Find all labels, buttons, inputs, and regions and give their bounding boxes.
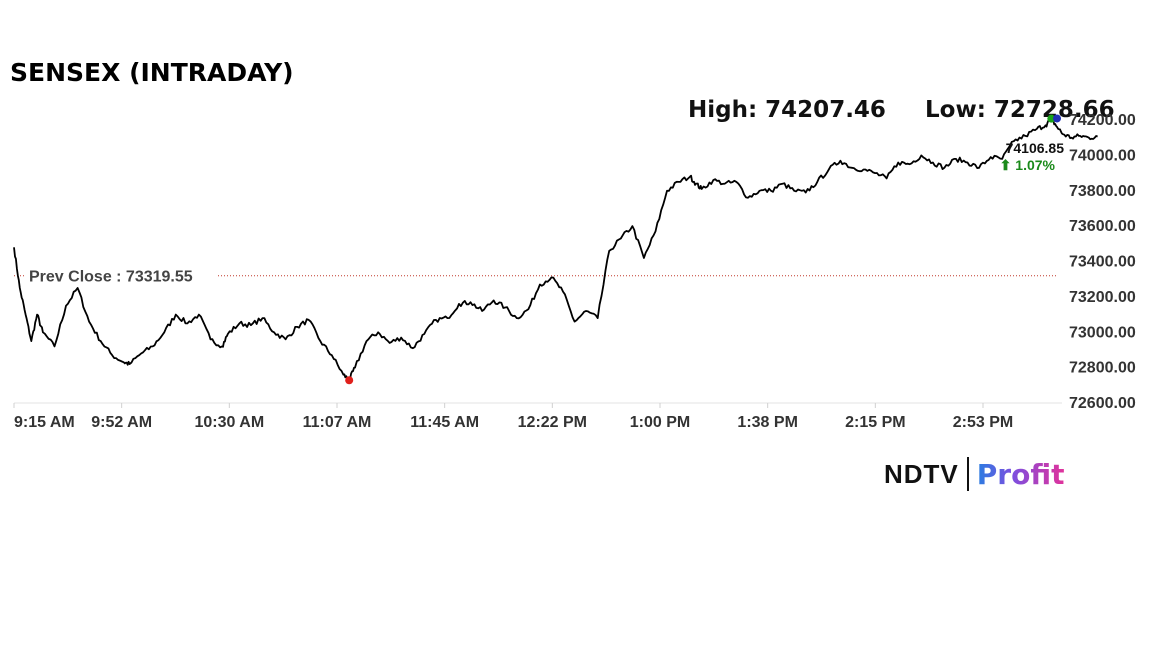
x-tick-label: 2:15 PM bbox=[845, 414, 905, 431]
x-tick-label: 10:30 AM bbox=[195, 414, 265, 431]
day-low-marker bbox=[345, 376, 353, 384]
x-tick-label: 9:52 AM bbox=[91, 414, 152, 431]
x-tick-label: 11:45 AM bbox=[410, 414, 479, 431]
y-tick-label: 73400.00 bbox=[1069, 254, 1136, 271]
y-tick-label: 72800.00 bbox=[1069, 360, 1136, 377]
logo-ndtv-text: NDTV bbox=[884, 459, 959, 490]
logo-profit-text: Profit bbox=[977, 458, 1065, 491]
y-tick-label: 74200.00 bbox=[1069, 112, 1136, 129]
x-tick-label: 1:00 PM bbox=[630, 414, 690, 431]
x-tick-label: 2:53 PM bbox=[953, 414, 1013, 431]
x-tick-label: 12:22 PM bbox=[518, 414, 587, 431]
last-price-label: 74106.85 bbox=[1006, 140, 1065, 156]
logo-divider bbox=[967, 457, 969, 491]
last-price-marker bbox=[1053, 114, 1061, 122]
x-tick-label: 9:15 AM bbox=[14, 414, 75, 431]
x-tick-label: 11:07 AM bbox=[303, 414, 372, 431]
y-tick-label: 73800.00 bbox=[1069, 183, 1136, 200]
ndtv-profit-logo: NDTV Profit bbox=[884, 456, 1065, 492]
y-tick-label: 73200.00 bbox=[1069, 289, 1136, 306]
sensex-price-line bbox=[14, 118, 1098, 381]
y-tick-label: 73000.00 bbox=[1069, 324, 1136, 341]
y-tick-label: 74000.00 bbox=[1069, 147, 1136, 164]
change-percent-label: ⬆ 1.07% bbox=[1000, 157, 1056, 173]
y-tick-label: 73600.00 bbox=[1069, 218, 1136, 235]
prev-close-label: Prev Close : 73319.55 bbox=[29, 269, 193, 286]
y-tick-label: 72600.00 bbox=[1069, 395, 1136, 412]
x-tick-label: 1:38 PM bbox=[737, 414, 797, 431]
